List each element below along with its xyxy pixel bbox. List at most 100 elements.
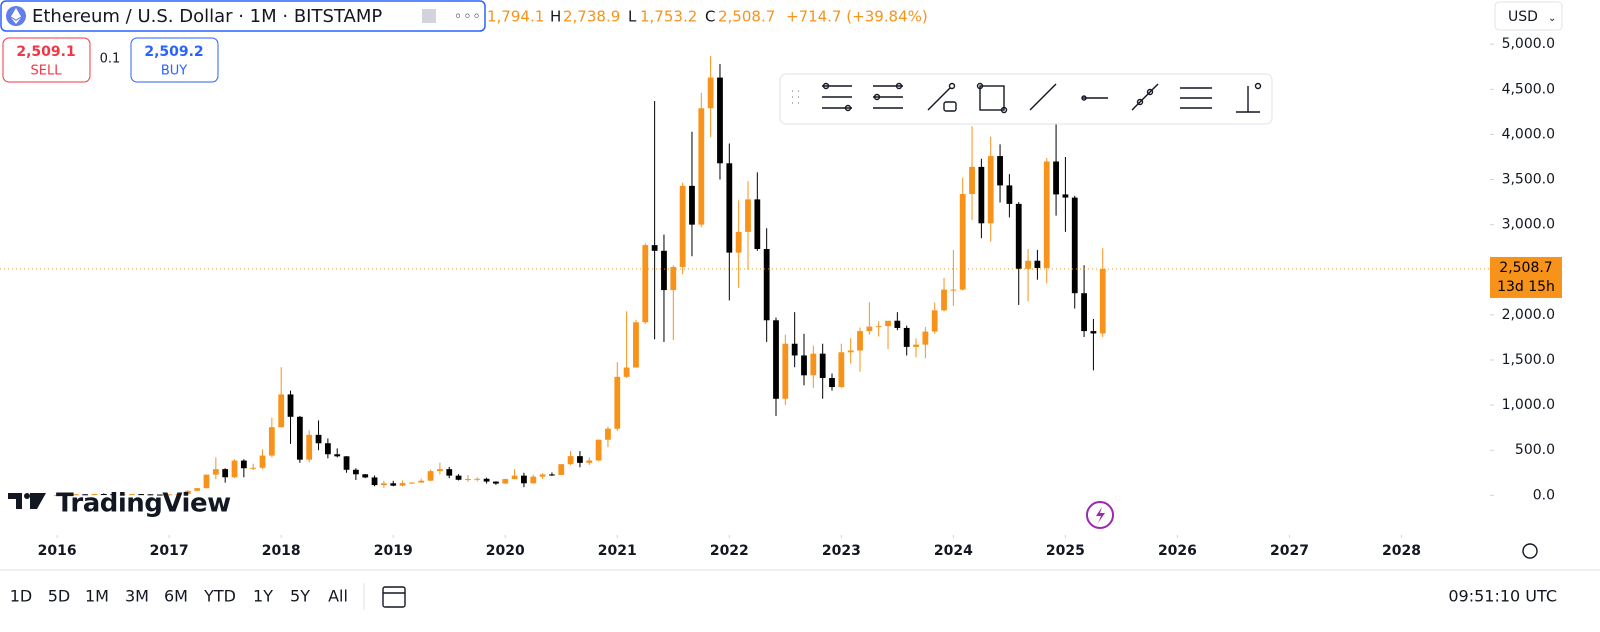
range-button[interactable]: 6M [164, 587, 188, 606]
candle-body [605, 428, 611, 440]
sell-price[interactable]: 2,509.1 [16, 44, 75, 60]
candle-body [352, 469, 359, 475]
ohlc-key: L [628, 8, 637, 26]
candle-body [1053, 161, 1059, 195]
candle-body [203, 474, 210, 489]
bolt [1096, 507, 1105, 523]
tool-ray[interactable] [1131, 83, 1159, 111]
candle-body [147, 494, 154, 496]
buy-button[interactable] [130, 37, 219, 83]
candle-body [399, 483, 406, 486]
x-tick-label: 2028 [1382, 543, 1421, 559]
candle-body [371, 477, 378, 486]
range-button[interactable]: 1Y [253, 587, 273, 606]
candle-body [390, 483, 397, 486]
x-tick-label: 2026 [1158, 543, 1197, 559]
sell-button[interactable] [2, 37, 91, 83]
x-tick-label: 2024 [934, 543, 973, 559]
candle-body [549, 474, 555, 476]
candle-body [278, 394, 285, 428]
y-tick-label: 1,500.0 [1502, 352, 1555, 368]
currency[interactable]: USD [1508, 9, 1538, 25]
candle-body [997, 156, 1003, 186]
flag[interactable] [422, 9, 436, 23]
candle-body [801, 355, 807, 376]
candle-body [1043, 161, 1050, 268]
candle-body [922, 331, 929, 345]
currency-box[interactable] [1494, 1, 1563, 31]
tool-channel[interactable] [1180, 87, 1212, 109]
range-button[interactable]: 5D [48, 587, 71, 606]
calendar-icon[interactable] [382, 586, 406, 608]
tool-fib-ext[interactable] [873, 82, 903, 109]
symbol-title[interactable]: Ethereum / U.S. Dollar · 1M · BITSTAMP [32, 6, 382, 27]
candle-body [838, 352, 845, 388]
range-button[interactable]: YTD [203, 587, 236, 606]
candle-body [959, 193, 966, 290]
candle-body [539, 474, 546, 477]
date-range-button[interactable] [382, 586, 406, 608]
range-button[interactable]: 1D [10, 587, 33, 606]
candle-body [950, 289, 957, 291]
candle-body [754, 199, 761, 250]
candle-body [773, 320, 779, 399]
candle-body [502, 479, 509, 484]
candle-body [726, 163, 733, 253]
y-tick-label: 4,000.0 [1502, 126, 1555, 142]
symbol-box[interactable] [0, 0, 486, 32]
y-tick-label: 3,000.0 [1502, 217, 1555, 233]
candle-body [1081, 293, 1087, 332]
candle-body [287, 394, 294, 417]
more-dots[interactable]: ◦◦◦ [454, 9, 482, 25]
range-button[interactable]: 5Y [290, 587, 310, 606]
tool-trend[interactable] [1029, 83, 1057, 111]
candle-body [483, 478, 490, 482]
candle-body [969, 166, 975, 194]
candle-body [885, 320, 891, 327]
candle-body [231, 460, 238, 478]
y-tick-label: 4,500.0 [1502, 81, 1555, 97]
range-button[interactable]: 1M [85, 587, 109, 606]
y-tick-label: 1,000.0 [1502, 397, 1555, 413]
buy-price[interactable]: 2,509.2 [144, 44, 203, 60]
candle-body [913, 344, 919, 347]
range-button[interactable]: 3M [125, 587, 149, 606]
candle-body [380, 483, 387, 486]
candle-body [894, 320, 901, 328]
candle-body [782, 343, 789, 399]
candle-body [791, 343, 798, 356]
grip [792, 90, 799, 104]
candle-body [212, 469, 219, 475]
settings-icon[interactable] [1522, 543, 1538, 559]
candle-body [511, 475, 518, 480]
candle-body [409, 482, 415, 484]
candle-body [119, 494, 126, 496]
ohlc-key: C [705, 8, 715, 26]
tool-measure[interactable] [1236, 82, 1262, 113]
quantity[interactable]: 0.1 [100, 52, 121, 67]
ohlc-value: 2,738.9 [563, 8, 620, 26]
candle-body [521, 475, 527, 484]
tool-fib[interactable] [822, 82, 852, 112]
candle-body [184, 490, 191, 494]
tool-hline[interactable] [1081, 95, 1108, 101]
y-tick-label: 5,000.0 [1502, 36, 1555, 52]
y-tick-label: 500.0 [1515, 442, 1555, 458]
buy-label[interactable]: BUY [161, 64, 187, 79]
candle-body [941, 289, 947, 311]
candle-body [987, 156, 994, 224]
candle-body [707, 77, 714, 109]
tool-trend-box[interactable] [927, 82, 957, 112]
candle-body [875, 326, 882, 328]
x-tick-label: 2025 [1046, 543, 1085, 559]
candle-body [847, 350, 854, 353]
candle-body [1062, 194, 1069, 198]
candle-body [735, 231, 742, 253]
candle-body [100, 494, 107, 496]
tool-rect[interactable] [976, 82, 1008, 114]
range-button[interactable]: All [328, 587, 348, 606]
price-label-bg [1490, 256, 1562, 298]
sell-label[interactable]: SELL [31, 64, 63, 79]
candle-body [334, 454, 341, 457]
